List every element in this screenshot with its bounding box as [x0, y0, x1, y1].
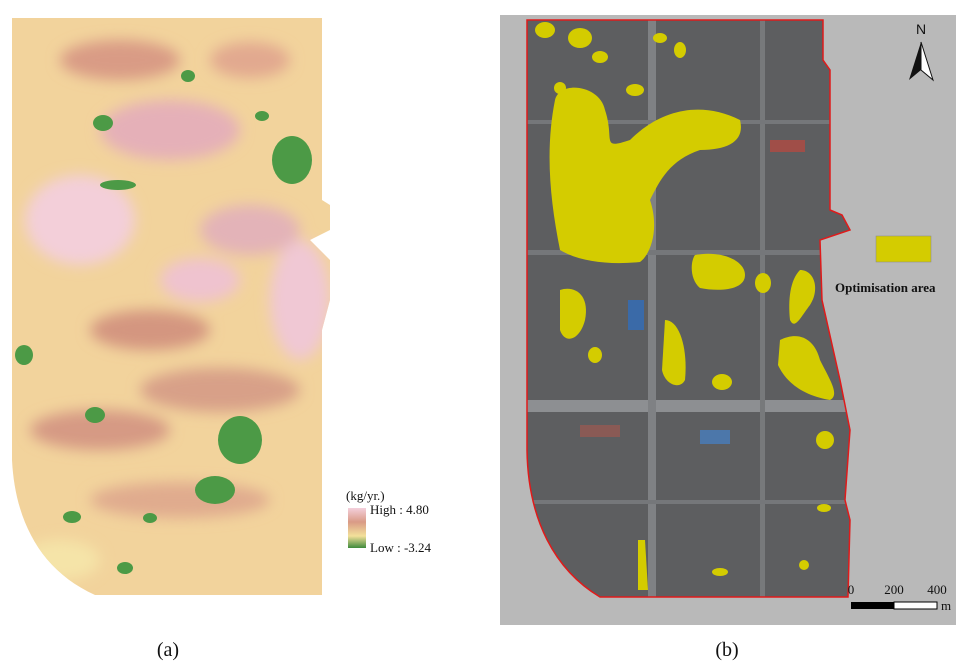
legend-unit: (kg/yr.) [346, 488, 385, 503]
figure: (kg/yr.) High : 4.80 Low : -3.24 (a) [0, 0, 956, 664]
scale-label: 200 [884, 582, 904, 597]
heat-map [0, 0, 340, 600]
legend-gradient [348, 508, 366, 548]
legend-high: High : 4.80 [370, 502, 429, 517]
scale-unit: m [941, 598, 951, 613]
legend-swatch [876, 236, 931, 262]
legend-label: Optimisation area [835, 280, 936, 295]
legend-low: Low : -3.24 [370, 540, 432, 555]
scale-label: 400 [927, 582, 947, 597]
north-label: N [916, 21, 926, 37]
caption-a: (a) [157, 639, 179, 661]
scale-label: 0 [848, 582, 855, 597]
heat-legend: (kg/yr.) High : 4.80 Low : -3.24 [346, 488, 432, 555]
caption-b: (b) [715, 639, 738, 661]
